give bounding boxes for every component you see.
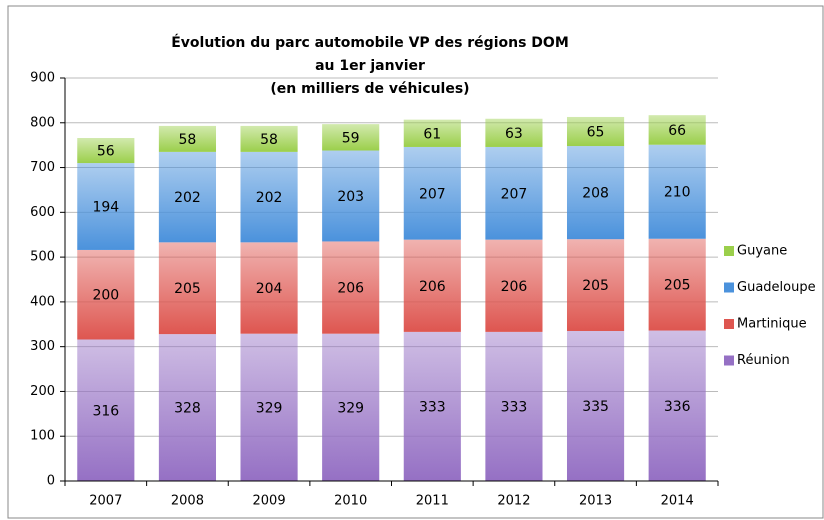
value-label: 56 (97, 144, 115, 160)
value-label: 65 (587, 125, 605, 141)
bar-segment (485, 239, 543, 332)
bar-segment (648, 330, 706, 481)
legend-swatch (724, 282, 734, 293)
value-label: 205 (664, 278, 691, 294)
bar-segment (240, 125, 298, 152)
bar-segment (566, 239, 625, 331)
value-label: 328 (174, 401, 201, 417)
legend-label: Réunion (737, 353, 790, 368)
bar-segment (240, 151, 298, 243)
bar-segment (648, 238, 706, 331)
bar-segment (158, 151, 217, 243)
y-tick-label: 600 (30, 205, 55, 220)
bar-segment (403, 239, 461, 332)
bar-segment (566, 330, 625, 481)
bar-segment (566, 116, 625, 147)
value-label: 61 (423, 126, 441, 142)
bar-segment (158, 334, 217, 481)
value-label: 206 (337, 281, 364, 297)
bar-segment (485, 331, 543, 481)
bar-segment (403, 331, 461, 481)
y-tick-label: 800 (30, 115, 55, 130)
value-label: 205 (582, 278, 609, 294)
value-label: 59 (342, 130, 360, 146)
x-tick-label: 2008 (171, 494, 204, 509)
x-tick-label: 2014 (661, 494, 694, 509)
y-tick-label: 900 (30, 71, 55, 86)
value-label: 203 (337, 189, 364, 205)
value-label: 208 (582, 186, 609, 202)
y-tick-label: 200 (30, 384, 55, 399)
value-label: 200 (92, 288, 119, 304)
bar-segment (322, 150, 380, 242)
x-tick-label: 2012 (497, 494, 530, 509)
legend-label: Guyane (737, 244, 787, 259)
value-label: 329 (256, 400, 283, 416)
bar-segment (77, 339, 135, 481)
value-label: 202 (256, 190, 283, 206)
bar-segment (77, 138, 135, 164)
value-label: 333 (419, 399, 446, 415)
bar-segment (485, 146, 543, 240)
y-tick-label: 100 (30, 429, 55, 444)
x-tick-label: 2009 (253, 494, 286, 509)
chart-title: (en milliers de véhicules) (270, 81, 469, 97)
legend-swatch (724, 355, 734, 366)
bar-segment (648, 144, 706, 239)
legend-label: Guadeloupe (737, 280, 816, 295)
bar-segment (403, 119, 461, 147)
bar-segment (322, 124, 380, 151)
x-tick-label: 2010 (334, 494, 367, 509)
chart-title: Évolution du parc automobile VP des régi… (171, 34, 569, 51)
value-label: 206 (419, 279, 446, 295)
legend-swatch (724, 319, 734, 329)
value-label: 333 (501, 399, 528, 415)
y-tick-label: 500 (30, 250, 55, 265)
y-tick-label: 400 (30, 294, 55, 309)
x-tick-label: 2011 (416, 494, 449, 509)
bar-segment (77, 249, 135, 340)
bar-segment (648, 115, 706, 145)
y-tick-label: 300 (30, 339, 55, 354)
y-tick-label: 700 (30, 160, 55, 175)
value-label: 207 (501, 186, 528, 202)
bar-segment (403, 146, 461, 240)
bar-segment (322, 333, 380, 481)
value-label: 335 (582, 399, 609, 415)
bar-segment (158, 125, 217, 152)
value-label: 63 (505, 126, 523, 142)
x-tick-label: 2013 (579, 494, 612, 509)
chart-title: au 1er janvier (315, 58, 425, 74)
value-label: 202 (174, 190, 201, 206)
value-label: 207 (419, 186, 446, 202)
legend-label: Martinique (737, 317, 807, 332)
y-tick-label: 0 (47, 474, 55, 489)
value-label: 205 (174, 281, 201, 297)
value-label: 194 (92, 200, 119, 216)
value-label: 204 (256, 281, 283, 297)
value-label: 336 (664, 399, 691, 415)
bar-segment (77, 163, 135, 250)
bar-segment (322, 241, 380, 334)
x-tick-label: 2007 (89, 494, 122, 509)
bar-segment (485, 118, 543, 147)
bar-segment (158, 242, 217, 335)
value-label: 58 (260, 132, 278, 148)
value-label: 210 (664, 185, 691, 201)
bar-segment (240, 242, 298, 334)
value-label: 316 (92, 403, 119, 419)
value-label: 206 (501, 279, 528, 295)
legend-swatch (724, 246, 734, 256)
value-label: 58 (179, 132, 197, 148)
value-label: 66 (668, 123, 686, 139)
bar-segment (566, 146, 625, 240)
value-label: 329 (337, 400, 364, 416)
bar-segment (240, 333, 298, 481)
